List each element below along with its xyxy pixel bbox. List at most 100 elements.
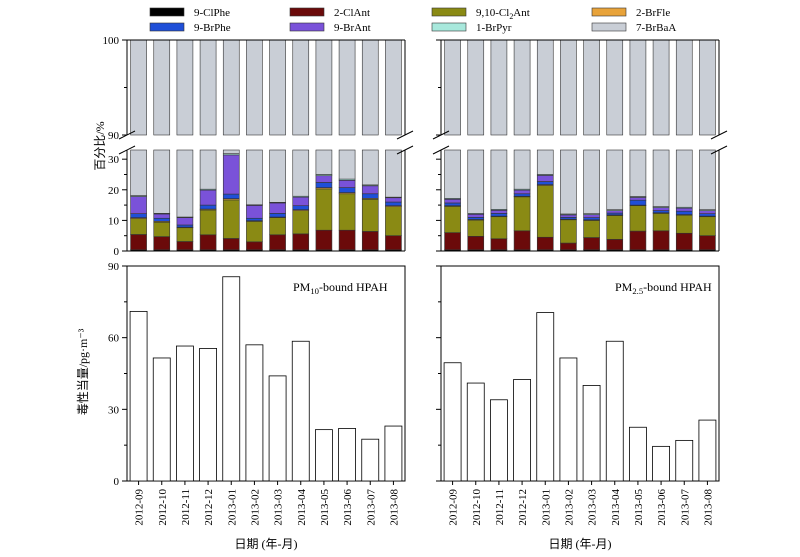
bar-segment-9brphe	[629, 199, 647, 206]
bar-segment-2clant	[583, 237, 600, 251]
y-tick-label: 90	[108, 130, 120, 142]
bar-segment-910cl2ant	[222, 199, 240, 239]
bar-segment-9brant	[560, 214, 577, 218]
bar-segment-7brbaa	[385, 149, 402, 198]
bar-segment-2clant	[199, 234, 217, 251]
x-axis-label-left: 日期 (年-月)	[235, 537, 298, 551]
bar-segment-910cl2ant	[361, 198, 379, 232]
bar-segment-9brant	[130, 196, 147, 214]
teq-pm25-panel: 2012-09 2012-10 2012-11 2012-12 2013-01 2013-…	[436, 265, 720, 526]
teq-bar	[245, 344, 264, 482]
bar-segment-2clant	[606, 239, 624, 251]
bar-segment-2clant	[385, 235, 402, 251]
legend-swatch	[431, 22, 467, 32]
bar-segment-7brbaa	[652, 149, 670, 207]
bar-segment-7brbaa	[361, 149, 379, 186]
bar-segment-9brphe	[199, 204, 217, 210]
x-tick-label: 2012-11	[494, 489, 506, 525]
bar-segment-910cl2ant	[338, 193, 356, 231]
bar-segment-7brbaa	[490, 39, 508, 136]
bar-segment-7brbaa	[629, 39, 647, 136]
teq-bar	[129, 310, 148, 482]
bar-segment-7brbaa	[675, 149, 693, 208]
bar-segment-9brant	[629, 197, 647, 201]
bar-segment-9brphe	[490, 213, 508, 217]
teq-bar	[652, 445, 670, 482]
bar-segment-2clant	[467, 236, 485, 251]
bar-segment-7brbaa	[675, 39, 693, 136]
bar-segment-9brphe	[385, 201, 402, 207]
bar-segment-7brbaa	[130, 149, 147, 196]
bar-segment-7brbaa	[536, 149, 554, 175]
bar-segment-9brant	[246, 205, 263, 219]
x-tick-label: 2013-06	[342, 489, 354, 526]
x-tick-label: 2012-09	[134, 489, 146, 526]
bar-segment-2clant	[246, 241, 263, 251]
bar-segment-9brphe	[338, 187, 356, 193]
legend-swatch	[431, 7, 467, 17]
bar-segment-7brbaa	[176, 149, 194, 218]
bar-segment-7brbaa	[606, 149, 624, 210]
teq-bar	[199, 348, 217, 482]
bar-segment-9brphe	[513, 193, 531, 197]
composition-pm25-panel	[432, 39, 728, 252]
y-tick-label: 90	[108, 261, 120, 273]
axis-break-mark	[396, 145, 414, 155]
bar-segment-910cl2ant	[513, 196, 531, 232]
bar-segment-7brbaa	[315, 39, 333, 136]
panel-annotation: PM10-bound HPAH	[293, 280, 388, 296]
bar-segment-910cl2ant	[153, 221, 171, 237]
legend-label: 9-ClPhe	[194, 7, 230, 19]
x-tick-label: 2012-09	[448, 489, 460, 526]
bar-segment-7brbaa	[315, 149, 333, 175]
legend-swatch	[149, 22, 185, 32]
x-tick-label: 2013-01	[226, 489, 238, 526]
teq-bar	[361, 438, 380, 482]
bar-segment-7brbaa	[467, 149, 485, 214]
bar-segment-7brbaa	[199, 39, 217, 136]
y-tick-label: 100	[103, 35, 120, 47]
legend-label: 1-BrPyr	[476, 22, 512, 34]
bar-segment-910cl2ant	[536, 185, 554, 238]
bar-segment-9brant	[292, 196, 310, 207]
bar-segment-7brbaa	[536, 39, 554, 136]
bar-segment-7brbaa	[338, 149, 356, 180]
x-tick-label: 2013-08	[702, 489, 714, 526]
bar-segment-9brant	[444, 198, 461, 204]
axis-break-mark	[396, 130, 414, 140]
bar-segment-9brphe	[583, 217, 600, 221]
bar-segment-7brbaa	[361, 39, 379, 136]
bar-segment-9brant	[652, 207, 670, 211]
bar-segment-2clant	[315, 229, 333, 251]
bar-segment-9brant	[675, 207, 693, 212]
teq-bar	[291, 340, 310, 482]
legend-label: 9,10-Cl2Ant	[476, 7, 530, 21]
bar-segment-2clant	[338, 229, 356, 251]
y-tick-label: 0	[114, 246, 120, 258]
bar-segment-7brbaa	[269, 39, 286, 136]
bar-segment-2clant	[153, 236, 171, 251]
bar-segment-7brbaa	[292, 149, 310, 197]
bar-segment-7brbaa	[292, 39, 310, 136]
composition-pm10-panel: 0 10 20 30 90 100	[103, 35, 414, 258]
legend-label: 2-ClAnt	[334, 7, 370, 19]
legend-swatch	[591, 7, 627, 17]
bar-segment-910cl2ant	[444, 206, 461, 233]
bar-segment-9brant	[606, 210, 624, 214]
panel-annotation: PM2.5-bound HPAH	[615, 280, 712, 296]
bar-segment-910cl2ant	[246, 221, 263, 243]
teq-bar	[384, 425, 403, 482]
bar-segment-7brbaa	[385, 39, 402, 136]
bar-segment-2clant	[269, 234, 286, 251]
teq-bar	[629, 426, 647, 482]
teq-bar	[152, 357, 171, 482]
bar-segment-7brbaa	[583, 39, 600, 136]
x-tick-label: 2012-12	[517, 489, 529, 526]
y-axis-label-percent: 百分比/%	[93, 121, 107, 170]
bar-segment-7brbaa	[153, 149, 171, 214]
bar-segment-2clant	[176, 241, 194, 251]
bar-segment-7brbaa	[222, 39, 240, 136]
bar-segment-7brbaa	[444, 39, 461, 136]
x-tick-label: 2012-12	[203, 489, 215, 526]
